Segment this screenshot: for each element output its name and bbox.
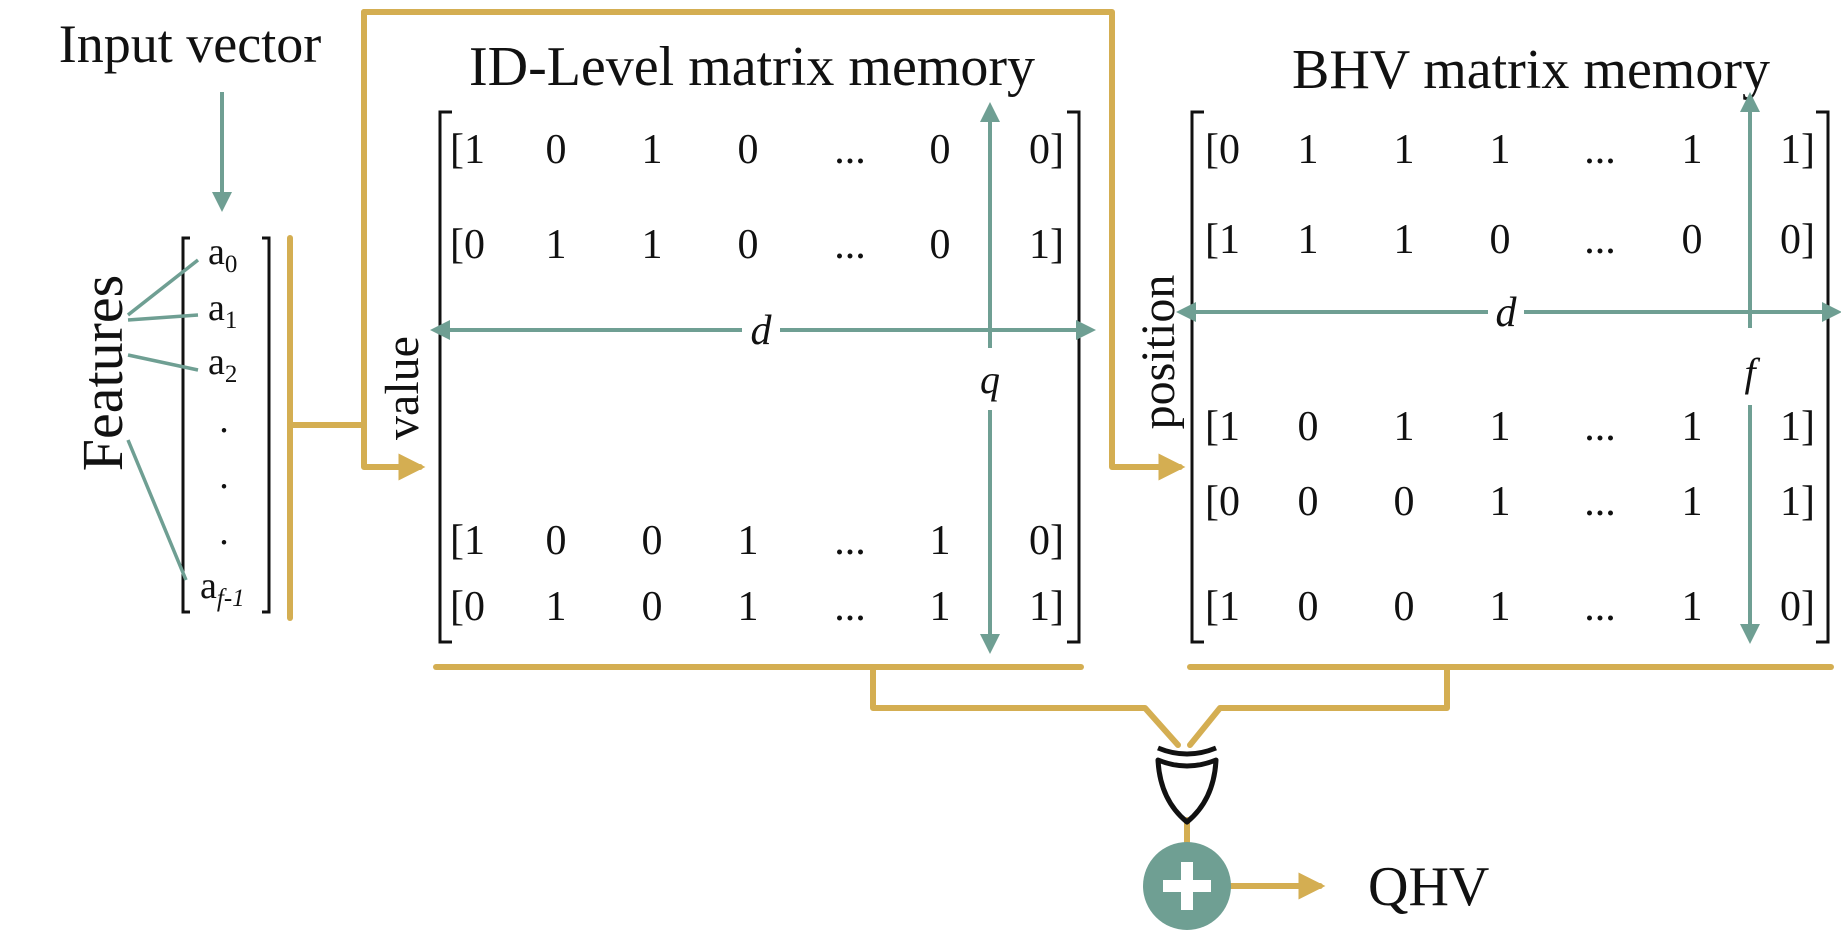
feature-a2: a2 [208,341,237,388]
id-level-cell-r2-c5: 1 [930,518,951,564]
bhv-cell-r0-c2: 1 [1394,127,1415,173]
id-level-matrix: [1 0 1 0... 0 0] [0 1 1 0... 0 1] [1 0 0 1... 1 0] [0 1 0 1..… [450,127,1064,630]
feature-dot-2: . [219,455,229,497]
id-level-cell-r2-c3: 1 [738,518,759,564]
bhv-cell-r1-c6: 0] [1780,217,1815,263]
id-level-right-bracket [1067,110,1081,644]
plus-circle-icon [1143,842,1231,930]
bhv-cell-r4-c0: [1 [1205,584,1240,630]
id-level-d-label-bg [742,308,780,352]
qhv-label: QHV [1368,856,1489,918]
id-level-q-label: q [980,357,1000,402]
features-label: Features [70,275,135,472]
bhv-cell-r2-c1: 0 [1298,404,1319,450]
bhv-cell-r1-c5: 0 [1682,217,1703,263]
feature-dot-3: . [219,511,229,553]
bhv-cell-r4-c2: 0 [1394,584,1415,630]
bhv-cell-r0-c0: [0 [1205,127,1240,173]
id-level-cell-r2-c6: 0] [1029,518,1064,564]
bhv-cell-r3-c4: ... [1584,479,1616,525]
gold-connectors [287,9,1834,900]
bhv-cell-r1-c2: 1 [1394,217,1415,263]
value-label: value [376,336,429,440]
id-level-cell-r1-c1: 1 [546,222,567,268]
id-level-cell-r0-c2: 1 [642,127,663,173]
feature-a1: a1 [208,287,237,334]
id-level-cell-r0-c5: 0 [930,127,951,173]
id-level-cell-r3-c2: 0 [642,584,663,630]
bhv-cell-r0-c6: 1] [1780,127,1815,173]
bhv-cell-r4-c4: ... [1584,584,1616,630]
bhv-cell-r4-c3: 1 [1490,584,1511,630]
feature-af-1: af-1 [200,565,245,612]
id-level-title: ID-Level matrix memory [469,36,1035,98]
bhv-matrix: [0 1 1 1... 1 1] [1 1 1 0... 0 0] [1 0 1 1... 1 1] [0 0 0 1..… [1205,127,1815,630]
bhv-title: BHV matrix memory [1292,39,1770,101]
id-level-cell-r2-c4: ... [834,518,866,564]
id-level-cell-r3-c5: 1 [930,584,951,630]
bhv-d-label-bg [1488,290,1524,334]
id-level-cell-r1-c6: 1] [1029,222,1064,268]
bhv-cell-r1-c4: ... [1584,217,1616,263]
bhv-cell-r2-c6: 1] [1780,404,1815,450]
bhv-cell-r1-c0: [1 [1205,217,1240,263]
bhv-cell-r0-c1: 1 [1298,127,1319,173]
id-level-cell-r0-c3: 0 [738,127,759,173]
id-level-cell-r1-c2: 1 [642,222,663,268]
bhv-cell-r2-c0: [1 [1205,404,1240,450]
position-label: position [1132,275,1185,430]
id-level-cell-r3-c0: [0 [450,584,485,630]
id-level-cell-r3-c3: 1 [738,584,759,630]
bhv-cell-r1-c1: 1 [1298,217,1319,263]
bhv-cell-r2-c2: 1 [1394,404,1415,450]
id-level-cell-r1-c0: [0 [450,222,485,268]
bhv-cell-r1-c3: 0 [1490,217,1511,263]
id-level-cell-r3-c6: 1] [1029,584,1064,630]
id-level-cell-r1-c5: 0 [930,222,951,268]
bhv-cell-r4-c1: 0 [1298,584,1319,630]
bhv-f-label: f [1744,350,1760,395]
id-level-cell-r0-c1: 0 [546,127,567,173]
bhv-cell-r3-c6: 1] [1780,479,1815,525]
bhv-cell-r3-c3: 1 [1490,479,1511,525]
feature-dot-1: . [219,399,229,441]
input-vector-label: Input vector [59,14,321,74]
bhv-cell-r4-c5: 1 [1682,584,1703,630]
bhv-cell-r3-c2: 0 [1394,479,1415,525]
id-level-cell-r3-c4: ... [834,584,866,630]
feature-vector-right-bracket [262,236,271,614]
bhv-cell-r0-c5: 1 [1682,127,1703,173]
bhv-d-label: d [1496,290,1518,336]
bhv-cell-r3-c5: 1 [1682,479,1703,525]
xor-gate-icon [1155,745,1219,825]
id-level-left-bracket [438,110,452,644]
id-level-cell-r1-c3: 0 [738,222,759,268]
bhv-cell-r2-c3: 1 [1490,404,1511,450]
id-level-cell-r0-c4: ... [834,127,866,173]
bhv-cell-r2-c5: 1 [1682,404,1703,450]
bhv-cell-r0-c3: 1 [1490,127,1511,173]
bhv-cell-r4-c6: 0] [1780,584,1815,630]
id-level-cell-r1-c4: ... [834,222,866,268]
bhv-cell-r3-c0: [0 [1205,479,1240,525]
bhv-cell-r2-c4: ... [1584,404,1616,450]
id-level-cell-r0-c0: [1 [450,127,485,173]
feature-connectors [126,258,200,581]
feature-a0: a0 [208,231,237,278]
id-level-cell-r2-c0: [1 [450,518,485,564]
bhv-left-bracket [1190,110,1204,644]
bhv-cell-r0-c4: ... [1584,127,1616,173]
bhv-cell-r3-c1: 0 [1298,479,1319,525]
id-level-d-label: d [751,308,773,354]
feature-vector-left-bracket [181,236,190,614]
id-level-cell-r2-c1: 0 [546,518,567,564]
id-level-cell-r2-c2: 0 [642,518,663,564]
bhv-right-bracket [1816,110,1830,644]
id-level-cell-r0-c6: 0] [1029,127,1064,173]
id-level-cell-r3-c1: 1 [546,584,567,630]
